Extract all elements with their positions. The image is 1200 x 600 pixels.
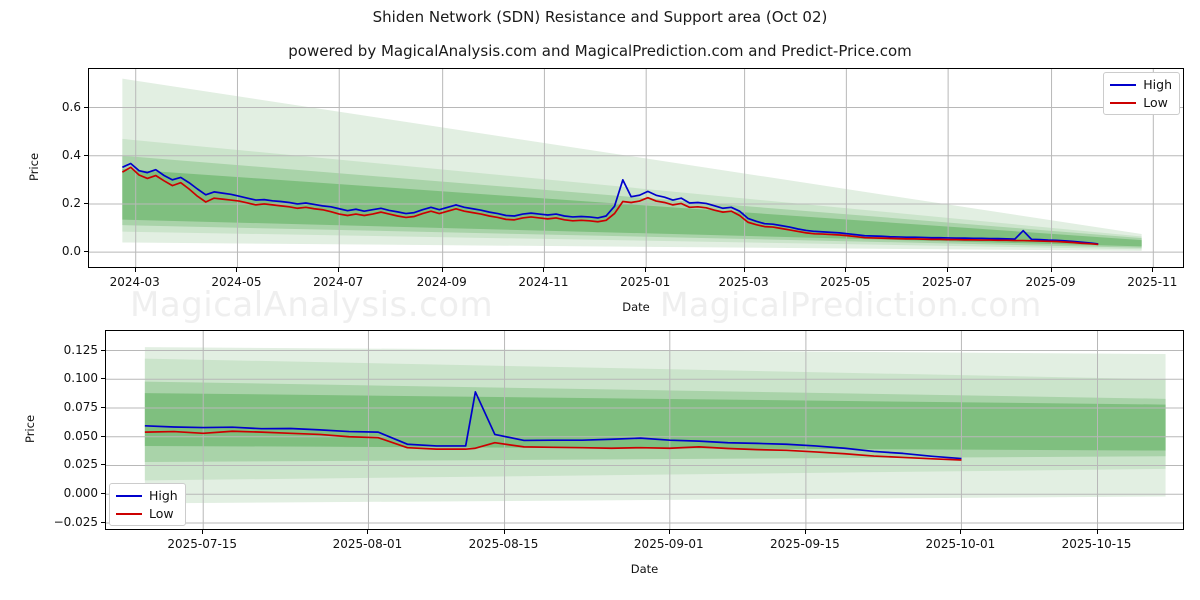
x-axis-tick-mark [543, 268, 545, 272]
legend-swatch-low [1110, 101, 1137, 104]
y-axis-tick-label: 0.4 [61, 147, 81, 162]
y-axis-tick-label: 0.075 [63, 400, 98, 414]
legend-entry-high: High [116, 488, 178, 503]
y-axis-tick-mark [84, 251, 88, 253]
x-axis-tick-label: 2025-11 [1127, 275, 1178, 289]
x-axis-tick-label: 2025-07 [922, 275, 973, 289]
x-axis-tick-label: 2025-10-01 [925, 537, 996, 551]
x-axis-tick-mark [845, 268, 847, 272]
legend-swatch-high [116, 494, 142, 497]
top-chart-x-axis-label: Date [622, 300, 650, 314]
legend-label-high: High [149, 488, 178, 503]
x-axis-tick-label: 2025-08-01 [332, 537, 403, 551]
bottom-chart-panel: −0.025 0.000 0.025 0.050 0.075 0.100 0.125 2025… [54, 330, 1184, 551]
x-axis-tick-label: 2025-09-01 [633, 537, 704, 551]
x-axis-tick-mark [1050, 268, 1052, 272]
bottom-chart-x-axis-label: Date [630, 562, 659, 576]
top-chart-legend[interactable]: High Low [1103, 72, 1180, 115]
band-core [122, 169, 1142, 247]
x-axis-tick-label: 2025-10-15 [1061, 537, 1132, 551]
x-axis-tick-mark [236, 268, 238, 272]
bottom-chart-y-axis-label: Price [23, 414, 37, 444]
x-axis-tick-mark [743, 268, 745, 272]
x-axis-tick-label: 2024-07 [313, 275, 364, 289]
x-axis-tick-label: 2024-11 [518, 275, 569, 289]
y-axis-tick-label: −0.025 [53, 514, 98, 529]
x-axis-tick-mark [947, 268, 949, 272]
x-axis-tick-label: 2024-05 [211, 275, 262, 289]
page-title: Shiden Network (SDN) Resistance and Supp… [372, 8, 828, 26]
series-line-low [144, 430, 962, 461]
x-axis-tick-label: 2025-05 [820, 275, 871, 289]
y-axis-tick-label: 0.025 [63, 457, 98, 472]
y-axis-tick-mark [84, 106, 88, 108]
legend-entry-low: Low [1110, 95, 1172, 110]
top-chart-y-axis-label: Price [27, 152, 41, 182]
x-axis-tick-mark [668, 530, 670, 534]
x-axis-tick-mark [804, 530, 806, 534]
x-axis-tick-mark [960, 530, 962, 534]
legend-entry-low: Low [116, 506, 178, 521]
x-axis-tick-mark [441, 268, 443, 272]
y-axis-tick-mark [84, 202, 88, 204]
y-axis-tick-label: 0.000 [63, 486, 98, 501]
legend-swatch-low [116, 512, 142, 515]
y-axis-tick-mark [101, 521, 105, 523]
bottom-chart-series-layer [106, 331, 1183, 529]
legend-label-low: Low [149, 506, 174, 521]
x-axis-tick-label: 2025-09 [1025, 275, 1076, 289]
x-axis-tick-mark [1096, 530, 1098, 534]
y-axis-tick-mark [101, 349, 105, 351]
y-axis-tick-label: 0.125 [63, 342, 98, 357]
legend-swatch-high [1110, 83, 1137, 86]
top-chart-plot-area [88, 68, 1184, 268]
bottom-chart-legend[interactable]: High Low [109, 483, 186, 526]
x-axis-tick-mark [645, 268, 647, 272]
series-line-high [144, 391, 962, 460]
y-axis-tick-mark [84, 154, 88, 156]
y-axis-tick-mark [101, 378, 105, 380]
x-axis-tick-mark [338, 268, 340, 272]
band-core [144, 393, 1166, 451]
x-axis-tick-mark [367, 530, 369, 534]
x-axis-tick-mark [134, 268, 136, 272]
x-axis-tick-mark [202, 530, 204, 534]
y-axis-tick-label: 0.0 [61, 244, 81, 259]
x-axis-tick-label: 2024-03 [109, 275, 160, 289]
legend-label-high: High [1143, 77, 1172, 92]
legend-label-low: Low [1143, 95, 1168, 110]
x-axis-tick-label: 2025-01 [620, 275, 671, 289]
x-axis-tick-label: 2024-09 [416, 275, 467, 289]
y-axis-tick-label: 0.2 [61, 195, 81, 210]
x-axis-tick-label: 2025-09-15 [770, 537, 840, 551]
x-axis-tick-mark [503, 530, 505, 534]
page-subtitle: powered by MagicalAnalysis.com and Magic… [288, 42, 912, 60]
top-chart-series-layer [89, 69, 1183, 267]
y-axis-tick-label: 0.100 [63, 371, 98, 386]
top-chart-panel: 0.0 0.2 0.4 0.6 2024-03 2024-05 2024-07 2024-09… [62, 68, 1184, 289]
y-axis-tick-label: 0.050 [63, 428, 98, 443]
bottom-chart-plot-area [105, 330, 1184, 530]
x-axis-tick-label: 2025-08-15 [468, 537, 539, 551]
y-axis-tick-mark [101, 407, 105, 408]
series-line-high [122, 162, 1099, 245]
legend-entry-high: High [1110, 77, 1172, 92]
y-axis-tick-mark [101, 435, 105, 437]
y-axis-tick-mark [101, 493, 105, 495]
x-axis-tick-label: 2025-03 [718, 275, 769, 289]
y-axis-tick-mark [101, 464, 105, 466]
x-axis-tick-label: 2025-07-15 [167, 537, 238, 551]
y-axis-tick-label: 0.6 [61, 99, 81, 114]
series-line-low [121, 166, 1099, 246]
x-axis-tick-mark [1152, 268, 1154, 272]
